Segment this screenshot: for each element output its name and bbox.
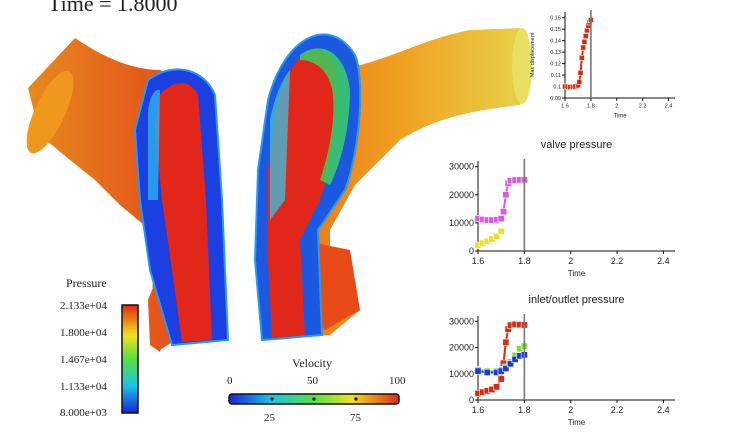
data-point	[502, 191, 510, 199]
y-tick-label: 10000	[449, 369, 474, 379]
pressure-tick-label: 1.133e+04	[60, 381, 107, 393]
y-tick-label: 0.12	[550, 61, 561, 67]
x-tick-label: 2.2	[639, 104, 647, 110]
data-point	[493, 383, 501, 391]
pressure-tick-label: 1.800e+04	[60, 327, 107, 339]
x-tick-label: 1.6	[561, 104, 569, 110]
data-point	[497, 227, 505, 235]
velocity-colorbar-title: Velocity	[292, 356, 332, 370]
data-point	[578, 54, 585, 61]
data-point	[502, 338, 510, 346]
velocity-tick-label: 25	[264, 412, 275, 424]
chart-title: inlet/outlet pressure	[529, 294, 625, 306]
left-vessel-half	[26, 38, 230, 352]
y-tick-label: 0.11	[551, 73, 561, 79]
x-axis-label: Time	[568, 269, 586, 278]
x-tick-label: 2.4	[657, 405, 670, 415]
data-point	[581, 38, 588, 45]
right-vessel-half	[253, 28, 532, 342]
data-point	[582, 33, 589, 39]
data-point	[499, 208, 507, 216]
data-point	[483, 368, 491, 376]
x-tick-label: 1.8	[518, 405, 531, 415]
x-tick-label: 2.4	[665, 104, 673, 110]
data-point	[506, 360, 514, 368]
data-point	[497, 215, 505, 223]
x-tick-label: 2.2	[611, 405, 624, 415]
y-tick-label: 0.15	[550, 27, 561, 33]
x-tick-label: 1.6	[472, 256, 485, 266]
y-tick-label: 10000	[449, 218, 474, 228]
velocity-tick-label: 50	[307, 375, 318, 387]
data-point	[497, 375, 505, 383]
x-tick-label: 2.2	[611, 256, 624, 266]
chart-title: valve pressure	[541, 139, 613, 151]
x-axis-label: Time	[568, 418, 586, 427]
pressure-tick-label: 1.467e+04	[60, 354, 107, 366]
data-point	[577, 69, 584, 76]
outlet-opening	[512, 28, 532, 104]
y-tick-label: 0.16	[550, 16, 561, 22]
x-tick-label: 1.6	[472, 405, 485, 415]
inlet-outlet-pressure-chart: inlet/outlet pressure 1.6 1.8 2 2.2 2.4 0 10000…	[449, 294, 675, 427]
x-tick-label: 2	[568, 405, 573, 415]
data-point	[502, 365, 510, 373]
y-tick-label: 0.13	[550, 50, 561, 56]
x-axis-label: Time	[613, 114, 627, 120]
x-tick-label: 2.4	[657, 256, 670, 266]
x-tick-label: 2	[568, 256, 573, 266]
x-tick-label: 1.8	[518, 256, 531, 266]
y-axis-label: Max displacement	[530, 32, 536, 77]
velocity-tick-label: 75	[350, 412, 361, 424]
displacement-chart: 1.6 1.8 2 2.2 2.4 0.09 0.1 0.11 0.12 0.13 0.14 0.15…	[530, 10, 675, 120]
y-tick-label: 0.09	[550, 96, 561, 102]
time-readout: Time = 1.8000	[48, 0, 178, 16]
y-tick-label: 30000	[449, 316, 474, 326]
pressure-tick-label: 8.000e+03	[60, 407, 107, 419]
y-tick-label: 0.1	[553, 84, 561, 90]
y-tick-label: 20000	[449, 343, 474, 353]
data-point	[580, 44, 587, 51]
velocity-tick-label: 100	[389, 375, 406, 387]
y-tick-label: 0.14	[550, 39, 561, 45]
velocity-tick-label: 0	[227, 375, 233, 387]
data-point	[576, 79, 583, 85]
valve-pressure-chart: valve pressure 1.6 1.8 2 2.2 2.4 0 10000 20000 30…	[449, 139, 675, 278]
pressure-tick-label: 2.133e+04	[60, 300, 107, 312]
inlet-opening	[26, 70, 74, 154]
data-point	[493, 232, 501, 240]
y-tick-label: 30000	[449, 162, 474, 172]
y-tick-label: 0	[469, 246, 474, 256]
data-point	[474, 367, 482, 375]
pressure-colorbar-title: Pressure	[66, 276, 107, 290]
y-tick-label: 20000	[449, 190, 474, 200]
pressure-colorbar	[121, 304, 139, 414]
x-tick-label: 2	[615, 104, 618, 110]
x-tick-label: 1.8	[587, 104, 595, 110]
y-tick-label: 0	[469, 395, 474, 405]
